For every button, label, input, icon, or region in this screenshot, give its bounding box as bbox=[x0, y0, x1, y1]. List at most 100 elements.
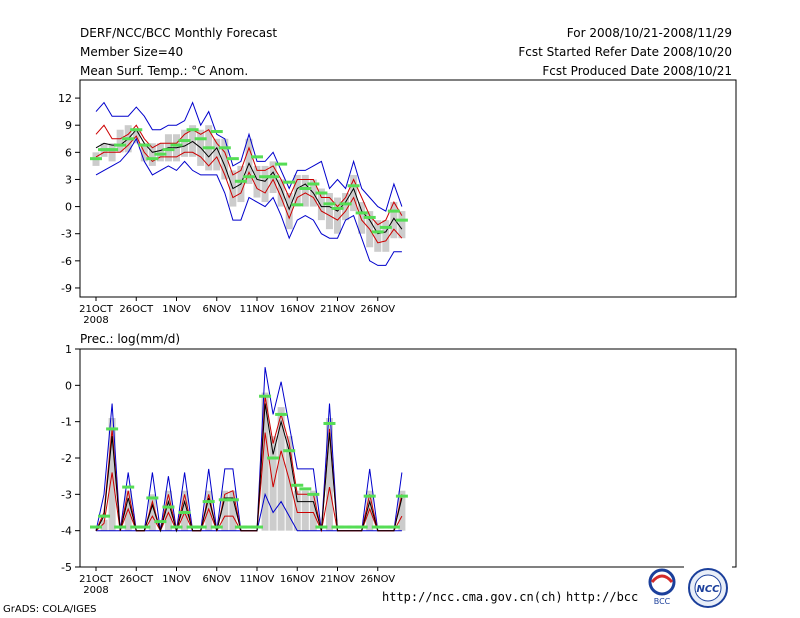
temp-member-marker bbox=[130, 128, 143, 132]
temp-member-marker bbox=[178, 139, 191, 143]
prec-member-marker bbox=[98, 514, 111, 518]
prec-member-marker bbox=[226, 498, 239, 502]
prec-member-marker bbox=[355, 525, 368, 529]
produced-date: Fcst Produced Date 2008/10/21 bbox=[542, 64, 732, 78]
prec-spread-bar bbox=[325, 418, 333, 531]
prec-red-upper-line bbox=[95, 396, 403, 532]
variable-label: Mean Surf. Temp.: °C Anom. bbox=[80, 64, 249, 78]
prec-member-marker bbox=[210, 525, 223, 529]
prec-member-marker bbox=[194, 525, 207, 529]
prec-member-marker bbox=[234, 525, 247, 529]
temp-member-marker bbox=[218, 146, 231, 150]
temp-member-marker bbox=[90, 157, 102, 161]
temp-ytick-label-3: 3 bbox=[65, 173, 72, 186]
temp-xtick-label-1: 26OCT bbox=[119, 304, 154, 315]
prec-member-marker bbox=[186, 525, 199, 529]
temp-member-marker bbox=[202, 146, 215, 150]
temp-member-marker bbox=[395, 218, 408, 222]
ncc-logo: NCC bbox=[684, 566, 732, 610]
prec-member-marker bbox=[251, 525, 263, 529]
temp-member-marker bbox=[138, 143, 151, 147]
prec-spread-bar bbox=[124, 490, 132, 531]
temp-member-marker bbox=[331, 206, 344, 210]
temp-plot-frame bbox=[79, 79, 737, 298]
forecast-period: For 2008/10/21-2008/11/29 bbox=[566, 26, 732, 40]
prec-member-marker bbox=[307, 492, 320, 496]
temp-spread-bar bbox=[253, 165, 261, 198]
temp-xtick-label-3: 6NOV bbox=[203, 304, 232, 315]
prec-spread-bar bbox=[301, 490, 309, 531]
started-date: Fcst Started Refer Date 2008/10/20 bbox=[518, 45, 732, 59]
prec-xtick-label-4: 11NOV bbox=[240, 574, 275, 585]
temp-member-marker bbox=[122, 137, 135, 141]
prec-member-marker bbox=[154, 520, 167, 524]
temp-xtick-label-7: 26NOV bbox=[360, 304, 395, 315]
temp-spread-bar bbox=[156, 143, 164, 162]
prec-xtick-label-2: 1NOV bbox=[162, 574, 191, 585]
prec-member-marker bbox=[162, 505, 175, 509]
prec-ytick-label-0: 1 bbox=[65, 343, 72, 356]
temp-xtick-label-6: 21NOV bbox=[320, 304, 355, 315]
temp-spread-bar bbox=[334, 197, 341, 234]
chart-title: DERF/NCC/BCC Monthly Forecast bbox=[80, 26, 278, 40]
temp-member-marker bbox=[363, 215, 376, 219]
temp-xtick-label-5: 16NOV bbox=[280, 304, 315, 315]
prec-spread-bar bbox=[277, 407, 285, 531]
prec-spread-bar bbox=[148, 494, 156, 531]
temp-member-marker bbox=[315, 191, 328, 195]
prec-member-marker bbox=[315, 525, 328, 529]
prec-blue-lower-line bbox=[96, 492, 402, 532]
prec-spread-bar bbox=[205, 490, 213, 531]
grads-credit: GrADS: COLA/IGES bbox=[3, 604, 97, 615]
url-bcc[interactable]: http://bcc. bbox=[566, 590, 646, 604]
temp-spread-bar bbox=[382, 220, 390, 252]
prec-xtick-label-3: 6NOV bbox=[203, 574, 232, 585]
temp-spread-bar bbox=[325, 193, 333, 230]
prec-spread-bar bbox=[100, 519, 108, 531]
prec-member-marker bbox=[138, 525, 151, 529]
prec-member-marker bbox=[218, 498, 231, 502]
temp-spread-bar bbox=[213, 138, 221, 171]
temp-spread-bar bbox=[350, 174, 358, 212]
prec-spread-bar bbox=[309, 490, 317, 531]
temp-ytick-label-4: 0 bbox=[65, 201, 72, 214]
temp-member-marker bbox=[234, 179, 247, 183]
prec-member-marker bbox=[178, 511, 191, 514]
temp-spread-bar bbox=[358, 202, 366, 234]
temp-spread-bar bbox=[390, 202, 398, 239]
temp-xtick-label-2: 1NOV bbox=[162, 304, 191, 315]
prec-member-marker bbox=[130, 525, 143, 529]
temp-member-marker bbox=[106, 148, 119, 152]
temp-member-marker bbox=[226, 157, 239, 161]
temp-spread-bar bbox=[148, 143, 156, 166]
temp-spread-bar bbox=[261, 165, 269, 203]
temp-member-marker bbox=[299, 187, 312, 190]
prec-member-marker bbox=[202, 500, 215, 504]
prec-member-marker bbox=[371, 525, 384, 529]
prec-ensemble-mean-line bbox=[95, 403, 403, 533]
prec-member-marker bbox=[291, 483, 304, 487]
prec-spread-bar bbox=[366, 490, 374, 531]
temp-spread-bar bbox=[245, 138, 253, 184]
temp-spread-bar bbox=[374, 220, 382, 252]
member-size: Member Size=40 bbox=[80, 45, 184, 59]
prec-member-marker bbox=[283, 449, 296, 453]
temp-member-marker bbox=[291, 203, 304, 207]
prec-member-marker bbox=[242, 525, 255, 529]
prec-member-marker bbox=[146, 496, 159, 500]
prec-member-marker bbox=[395, 494, 408, 498]
temp-member-marker bbox=[170, 143, 183, 147]
temp-member-marker bbox=[307, 182, 320, 186]
temp-ytick-label-5: -3 bbox=[61, 228, 72, 241]
prec-xtick-sub-0: 2008 bbox=[83, 585, 108, 596]
prec-title: Prec.: log(mm/d) bbox=[80, 332, 180, 346]
prec-member-marker bbox=[347, 525, 360, 529]
url-ncc[interactable]: http://ncc.cma.gov.cn(ch) bbox=[382, 590, 563, 604]
temp-red-lower-line bbox=[95, 135, 403, 244]
prec-spread-bar bbox=[398, 490, 406, 531]
prec-xtick-label-6: 21NOV bbox=[320, 574, 355, 585]
temp-member-marker bbox=[379, 225, 392, 229]
temp-member-marker bbox=[275, 162, 288, 166]
temp-member-marker bbox=[162, 148, 175, 152]
